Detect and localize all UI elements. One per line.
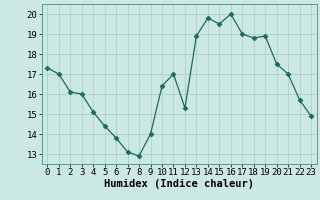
X-axis label: Humidex (Indice chaleur): Humidex (Indice chaleur) <box>104 179 254 189</box>
